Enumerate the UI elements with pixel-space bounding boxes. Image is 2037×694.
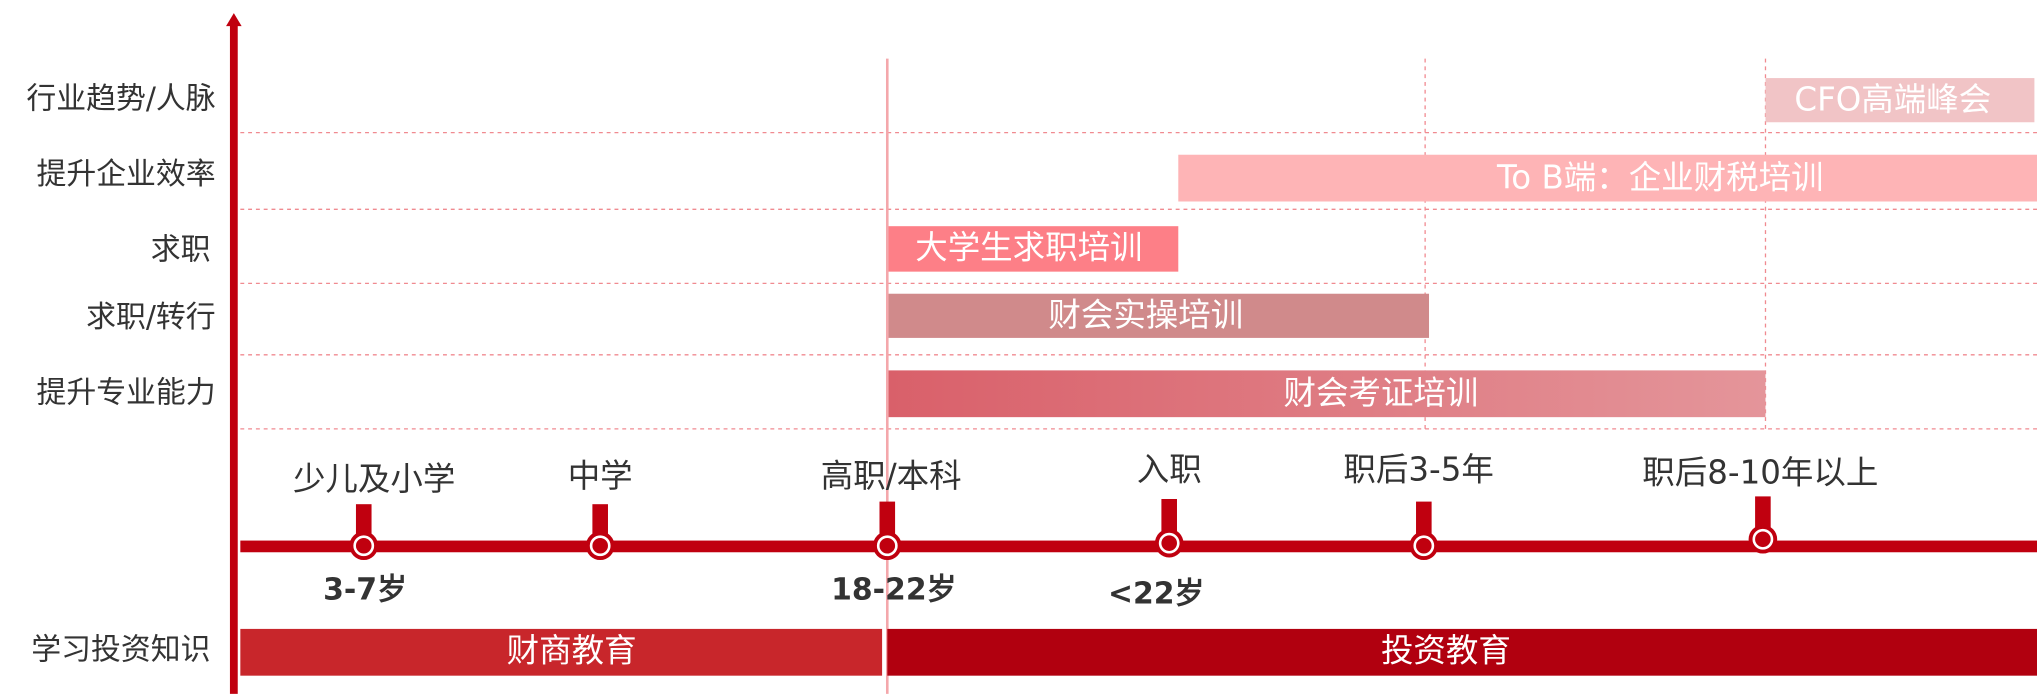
row-label: 提升企业效率 [36,157,215,192]
bar [887,293,1430,338]
bar-label: 财会考证培训 [1284,374,1479,412]
timeline-node [1418,540,1430,551]
timeline [240,540,2037,553]
stage-label: 职后8-10年以上 [1642,453,1878,491]
row-label: 提升专业能力 [36,375,215,410]
timeline-node [355,504,372,536]
bar-label: 大学生求职培训 [915,229,1142,267]
stage-label: 中学 [568,457,633,495]
bar [887,226,1179,272]
grid [240,58,2037,430]
axis-arrow [226,13,242,27]
age-label: 18-22岁 [831,573,956,608]
bar-label: CFO高端峰会 [1794,80,1991,118]
bar [887,628,2037,676]
timeline-node [1755,496,1771,529]
bar-label: 财商教育 [507,631,637,669]
timeline-node [879,501,896,536]
nodes [349,496,1778,561]
timeline-node [353,535,375,557]
stage-label: 职后3-5年 [1343,451,1493,489]
timeline-node [1164,537,1175,549]
bar-label: To B端：企业财税培训 [1496,158,1824,196]
stage-label: 少儿及小学 [293,460,455,498]
timeline-node [1158,532,1180,554]
timeline-node [594,540,606,551]
bar-label: 投资教育 [1381,631,1511,669]
timeline-node [1757,534,1769,545]
age-label: 3-7岁 [323,573,407,608]
bar [1178,154,2037,202]
timeline-node [358,540,369,551]
timeline-node [882,540,893,551]
bar [240,628,883,676]
stage-label: 入职 [1137,451,1202,489]
timeline-node [589,535,611,557]
timeline-node [1413,535,1435,557]
bar [1765,78,2035,123]
bar-label: 财会实操培训 [1048,296,1243,334]
timeline-node [592,504,608,536]
timeline-node [876,535,898,557]
timeline-node [1161,498,1177,533]
bar [887,370,1766,418]
timeline-node [1416,501,1432,536]
row-label: 行业趋势/人脉 [26,82,215,117]
row-label: 学习投资知识 [31,632,210,667]
stage-label: 高职/本科 [821,457,962,495]
age-label: <22岁 [1108,577,1204,612]
row-label: 求职/转行 [86,300,216,335]
timeline-node [1752,528,1774,550]
axis [229,23,238,694]
row-label: 求职 [151,232,211,267]
